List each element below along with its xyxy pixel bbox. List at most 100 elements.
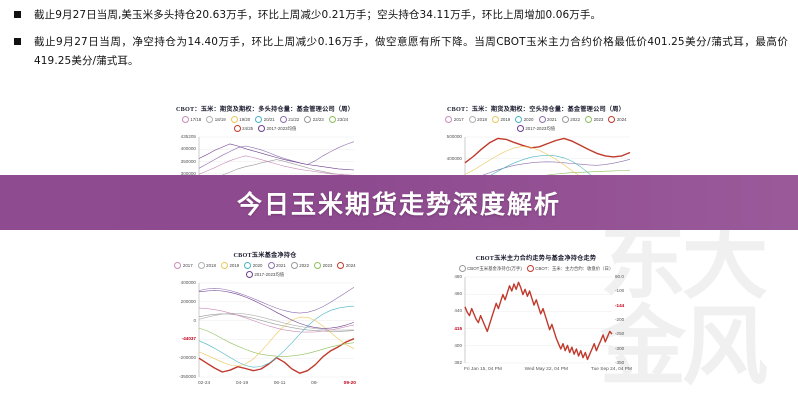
legend-item: 2023	[314, 262, 332, 269]
legend-label: 22/23	[312, 117, 324, 122]
y-tick-label: -350000	[179, 374, 196, 379]
legend-marker-icon	[233, 125, 241, 132]
legend-marker-icon	[526, 265, 534, 272]
legend-item: 2024	[608, 116, 627, 123]
y2-tick-label: -200	[615, 317, 625, 322]
legend-label: 2024	[616, 117, 627, 122]
legend-marker-icon	[230, 116, 238, 123]
chart-plot-area: 480 460 440 415 400 382 60.0 -100 -144 -200 -250 -3…	[438, 274, 634, 366]
legend-marker-icon	[304, 116, 312, 123]
legend-marker-icon	[220, 262, 228, 269]
chart-series-line	[464, 281, 613, 361]
x-tick-label: 04-19	[235, 381, 249, 386]
chart-series-line	[198, 287, 355, 314]
legend-item: 2020	[244, 262, 263, 269]
legend-item: 20/21	[255, 116, 275, 123]
chart-legend: 17/18 18/19 19/20 20/21 21/22 22/23 23/24 24/25…	[172, 116, 358, 132]
legend-label: 2019	[229, 263, 240, 268]
legend-item: 19/20	[230, 116, 251, 123]
legend-label: 2022	[570, 117, 581, 122]
legend-marker-icon	[561, 116, 569, 123]
chart-svg	[464, 276, 613, 364]
legend-item: 23/24	[328, 116, 349, 123]
legend-label: 17/18	[190, 117, 202, 122]
legend-marker-icon	[267, 262, 275, 269]
chart-price-vs-net-positions: CBOT玉米主力合约走势与基金净持仓走势 CBOT玉米基金净持仓(万手) CBOT…	[438, 255, 634, 395]
legend-marker-icon	[538, 116, 546, 123]
chart-legend: CBOT玉米基金净持仓(万手) CBOT：玉米：主力合约：收盘价（日）	[438, 265, 634, 272]
legend-item: 18/19	[206, 116, 226, 123]
legend-marker-icon	[468, 116, 476, 123]
overlay-banner: 今日玉米期货走势深度解析	[0, 175, 798, 230]
chart-title: CBOT玉米主力合约走势与基金净持仓走势	[475, 255, 597, 262]
y-tick-label: 400	[454, 342, 462, 348]
chart-xaxis: 02-24 04-19 06-11 08- 09-20	[172, 381, 358, 386]
x-tick-label: 06-11	[273, 381, 286, 386]
legend-marker-icon	[515, 116, 523, 123]
chart-series-line	[198, 327, 355, 357]
legend-item: 17/18	[181, 116, 202, 123]
legend-marker-icon	[585, 116, 593, 123]
chart-series-line	[198, 290, 355, 329]
legend-label: 2018	[477, 117, 487, 122]
legend-marker-icon	[244, 262, 252, 269]
legend-label: 19/20	[239, 117, 251, 122]
y-tick-label: 350000	[180, 158, 196, 164]
legend-marker-icon	[258, 125, 266, 132]
legend-marker-icon	[516, 125, 524, 132]
legend-marker-icon	[206, 116, 214, 123]
chart-series-line	[198, 313, 355, 331]
legend-marker-icon	[445, 116, 453, 123]
legend-label: 23/24	[337, 117, 349, 122]
y-tick-label: 500000	[446, 134, 462, 139]
legend-marker-icon	[290, 262, 298, 269]
y-tick-label: 400000	[180, 146, 196, 152]
x-tick-label: 09-20	[343, 381, 356, 386]
legend-item: CBOT：玉米：主力合约：收盘价（日）	[526, 265, 613, 272]
x-tick-label: Fri Jan 15, 04 PM	[464, 367, 502, 372]
legend-label: 21/22	[288, 117, 300, 122]
legend-label: 2017-2023均值	[266, 125, 297, 131]
x-tick-label: Wed May 22, 04 PM	[524, 367, 569, 372]
bullet-square-icon	[14, 11, 21, 18]
legend-label: 2021	[547, 117, 557, 122]
legend-label: 20/21	[263, 117, 275, 122]
chart-plot-area: 400000 200000 0 -44037 -200000 -350000	[172, 280, 358, 380]
legend-label: 2017	[453, 117, 464, 122]
legend-label: 2017-2023均值	[525, 125, 556, 131]
legend-item: 2017-2023均值	[245, 271, 284, 278]
legend-item: 2023	[585, 116, 603, 123]
legend-item: 2018	[197, 262, 216, 269]
legend-label: 2018	[206, 263, 216, 268]
legend-marker-icon	[174, 262, 182, 269]
y2-tick-label: -250	[615, 331, 625, 337]
legend-item: 2022	[290, 262, 309, 269]
chart-net-fund-positions: CBOT玉米基金净持仓 2017 2018 2019 2020 2021 2022 2023…	[172, 252, 358, 398]
legend-item: 24/25	[233, 125, 253, 132]
legend-marker-icon	[608, 116, 616, 123]
legend-item: 2017-2023均值	[516, 125, 556, 132]
chart-series-line	[198, 155, 355, 176]
legend-label: 2023	[593, 117, 604, 122]
y-tick-label: 435205	[180, 134, 196, 139]
banner-title: 今日玉米期货走势深度解析	[236, 189, 561, 219]
legend-item: 22/23	[304, 116, 324, 123]
legend-label: 18/19	[214, 117, 226, 122]
charts-container: CBOT：玉米：期货及期权：多头持仓量：基金管理公司（周） 17/18 18/19…	[0, 100, 798, 400]
chart-series-line	[464, 137, 631, 164]
y-tick-label: 400000	[180, 280, 196, 285]
legend-marker-icon	[491, 116, 499, 123]
chart-series-line	[464, 159, 631, 182]
legend-label: 2019	[500, 117, 511, 122]
chart-legend: 2017 2018 2019 2020 2021 2022 2023 2024 2017-202…	[172, 262, 358, 278]
y-tick-label: 0	[193, 317, 196, 323]
legend-item: 2024	[337, 262, 356, 269]
y-tick-label: 382	[454, 360, 462, 365]
chart-xaxis: Fri Jan 15, 04 PM Wed May 22, 04 PM Tue Se…	[438, 367, 634, 372]
y-tick-label: 200000	[180, 298, 196, 304]
legend-marker-icon	[181, 116, 189, 123]
chart-series-line	[198, 141, 355, 169]
bullet-item: 截止9月27日当周,美玉米多头持仓20.63万手，环比上周减少0.21万手；空头…	[10, 6, 788, 25]
legend-item: CBOT玉米基金净持仓(万手)	[458, 265, 522, 272]
legend-label: 2020	[252, 263, 263, 268]
